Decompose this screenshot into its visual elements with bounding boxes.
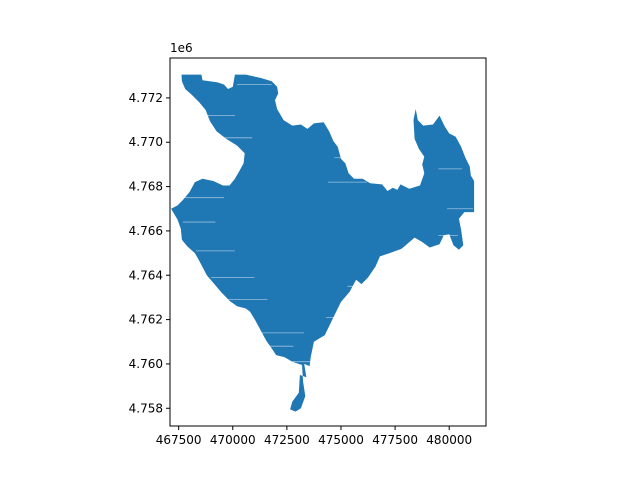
x-tick-label: 470000 [210, 433, 256, 447]
y-tick-label: 4.764 [129, 268, 163, 282]
x-tick-label: 480000 [426, 433, 472, 447]
plot-area [169, 57, 487, 427]
y-tick-label: 4.758 [129, 401, 163, 415]
x-tick-label: 477500 [372, 433, 418, 447]
x-tick-label: 467500 [156, 433, 202, 447]
x-tick-label: 472500 [264, 433, 310, 447]
region-polygon [171, 74, 475, 412]
y-tick-label: 4.770 [129, 135, 163, 149]
stripe-layer [182, 84, 474, 363]
y-axis: 4.758 4.760 4.762 4.764 4.766 4.768 4.770 4.772 [129, 91, 170, 415]
y-tick-label: 4.766 [129, 224, 163, 238]
x-axis: 467500 470000 472500 475000 477500 480000 [156, 426, 472, 447]
x-tick-label: 475000 [318, 433, 364, 447]
y-tick-label: 4.772 [129, 91, 163, 105]
y-tick-label: 4.760 [129, 357, 163, 371]
y-axis-offset-label: 1e6 [170, 41, 193, 55]
plot-frame [169, 57, 487, 427]
y-tick-label: 4.762 [129, 313, 163, 327]
polygon-layer [171, 74, 475, 412]
y-tick-label: 4.768 [129, 180, 163, 194]
